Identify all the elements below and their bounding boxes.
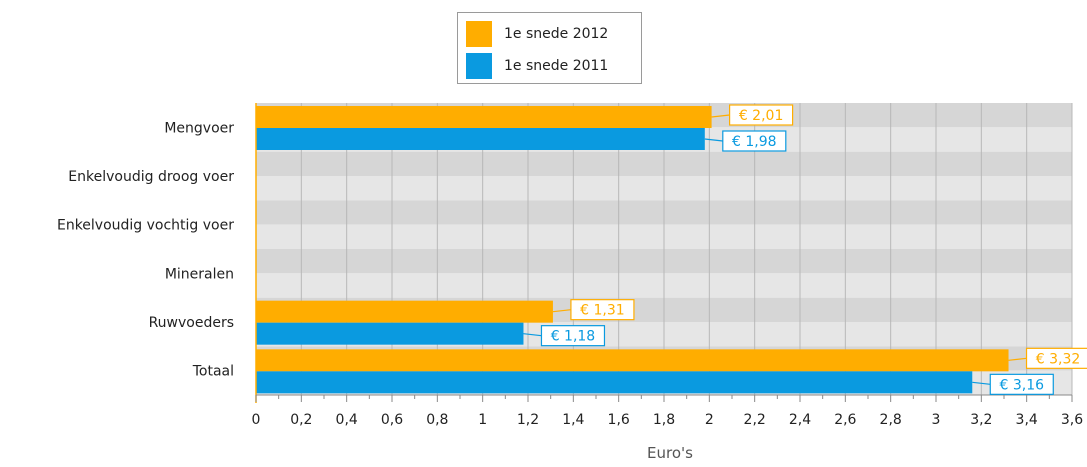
legend-label-2012: 1e snede 2012 <box>504 26 609 42</box>
x-tick-label: 0 <box>252 412 261 428</box>
x-tick-label: 1,4 <box>562 412 584 428</box>
x-tick-label: 3,2 <box>970 412 992 428</box>
x-tick-label: 2 <box>705 412 714 428</box>
x-tick-label: 0,4 <box>336 412 358 428</box>
legend-label-2011: 1e snede 2011 <box>504 58 609 74</box>
data-label: € 1,98 <box>732 134 777 150</box>
category-label: Ruwvoeders <box>149 315 234 331</box>
x-tick-label: 3 <box>932 412 941 428</box>
bar-1-0 <box>256 128 705 150</box>
data-label-leader <box>704 138 723 142</box>
axes <box>255 103 1073 403</box>
x-tick-label: 0,6 <box>381 412 403 428</box>
x-tick-label: 2,8 <box>880 412 902 428</box>
bar-0-0 <box>256 106 712 128</box>
x-tick-label: 1,2 <box>517 412 539 428</box>
data-label-box <box>1025 347 1087 369</box>
legend-swatch-2012 <box>466 21 492 47</box>
data-label-box <box>570 299 635 321</box>
x-tick-label: 2,4 <box>789 412 811 428</box>
x-tick-label: 2,2 <box>744 412 766 428</box>
x-tick-label: 2,6 <box>834 412 856 428</box>
x-tick-label: 1 <box>478 412 487 428</box>
chart-legend: 1e snede 2012 1e snede 2011 <box>457 12 642 84</box>
category-label: Mineralen <box>165 266 234 282</box>
data-label-box <box>728 104 794 126</box>
data-label-box <box>540 325 606 347</box>
category-label: Enkelvoudig vochtig voer <box>57 218 234 234</box>
data-label: € 1,31 <box>580 303 625 319</box>
grid-lines <box>300 103 1073 395</box>
legend-item-2011: 1e snede 2011 <box>466 53 608 79</box>
data-label: € 3,16 <box>1000 377 1045 393</box>
bar-0-5 <box>256 349 1009 372</box>
data-label-leader <box>523 333 542 337</box>
data-label-leader <box>972 381 991 385</box>
category-label: Mengvoer <box>164 120 234 136</box>
category-labels: Mengvoer Enkelvoudig droog voer Enkelvoudi… <box>57 120 234 379</box>
data-label-box <box>722 130 787 152</box>
data-label-leader <box>711 114 730 118</box>
x-axis-title: Euro's <box>647 444 693 462</box>
x-tick-label: 1,8 <box>653 412 675 428</box>
bar-0-4 <box>256 300 553 323</box>
category-label: Totaal <box>192 364 234 380</box>
x-tick-label: 3,4 <box>1016 412 1038 428</box>
data-label-leader <box>1008 357 1027 361</box>
data-label: € 2,01 <box>739 108 784 124</box>
data-label: € 1,18 <box>551 329 596 345</box>
x-tick-labels: 0 0,2 0,4 0,6 0,8 1 1,2 1,4 1,6 1,8 2 2,2 2,4 2,6 2,8 3… <box>252 412 1084 428</box>
category-label: Enkelvoudig droog voer <box>68 169 234 185</box>
data-labels: € 2,01 € 1,98 € 1,31 € 1,18 € 3,32 € 3,16 <box>523 104 1087 395</box>
data-label-leader <box>552 309 571 313</box>
data-label: € 3,32 <box>1036 351 1081 367</box>
x-tick-label: 0,8 <box>426 412 448 428</box>
x-tick-label: 0,2 <box>290 412 312 428</box>
bar-1-5 <box>256 371 973 394</box>
x-tick-label: 1,6 <box>608 412 630 428</box>
bar-1-4 <box>256 322 524 345</box>
legend-item-2012: 1e snede 2012 <box>466 21 608 47</box>
x-tick-label: 3,6 <box>1061 412 1083 428</box>
bars <box>256 106 1009 394</box>
legend-swatch-2011 <box>466 53 492 79</box>
data-label-box <box>989 373 1054 395</box>
